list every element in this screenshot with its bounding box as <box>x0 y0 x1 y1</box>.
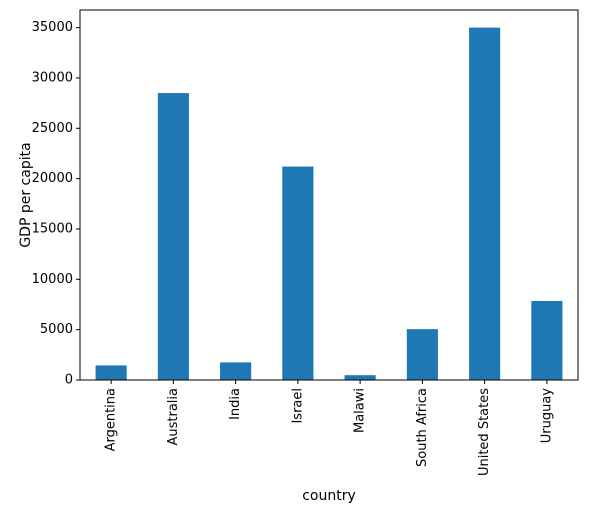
bar <box>469 27 501 380</box>
x-tick-label: South Africa <box>415 388 430 467</box>
y-tick-label: 20000 <box>32 171 73 186</box>
y-tick-label: 35000 <box>32 20 73 35</box>
y-tick-label: 5000 <box>40 322 73 337</box>
x-tick-label: Israel <box>290 388 305 424</box>
bar <box>220 362 252 380</box>
x-tick-label: Malawi <box>353 388 368 433</box>
x-tick-label: Argentina <box>104 388 119 451</box>
bar <box>157 93 189 381</box>
x-tick-label: United States <box>477 388 492 476</box>
x-tick-label: Australia <box>166 388 181 446</box>
y-tick-label: 15000 <box>32 221 73 236</box>
axes-layer: 0 5000 10000 15000 20000 25000 30000 35000 Argen… <box>32 9 579 476</box>
bar <box>406 329 438 380</box>
bar <box>531 300 563 380</box>
x-axis-label: country <box>302 488 356 504</box>
bar <box>95 365 127 380</box>
y-axis-label: GDP per capita <box>18 142 34 247</box>
bar <box>344 375 376 380</box>
y-tick-label: 0 <box>65 373 73 388</box>
y-tick-label: 25000 <box>32 121 73 136</box>
x-tick-label: India <box>228 388 243 420</box>
bars-layer <box>95 27 563 381</box>
x-tick-label: Uruguay <box>539 388 554 444</box>
y-tick-label: 10000 <box>32 272 73 287</box>
plot-frame <box>79 9 579 381</box>
bar <box>282 166 314 380</box>
y-tick-label: 30000 <box>32 70 73 85</box>
